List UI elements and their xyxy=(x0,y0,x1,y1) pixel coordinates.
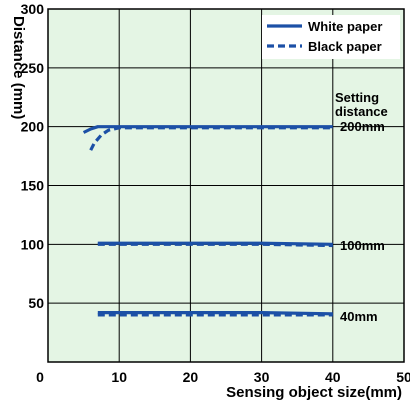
y-axis-title: Distance (mm) xyxy=(10,16,27,119)
data-series xyxy=(82,125,333,317)
x-tick-label: 50 xyxy=(396,369,410,385)
annotation-setting: Setting xyxy=(335,90,379,105)
y-tick-label: 250 xyxy=(21,60,45,76)
series-line-black-paper-100mm xyxy=(97,242,333,248)
annotation-40mm: 40mm xyxy=(340,309,378,324)
annotation-distance: distance xyxy=(335,104,388,119)
series-line-black-paper-200mm xyxy=(89,126,333,151)
y-tick-label: 300 xyxy=(21,1,45,17)
x-tick-label: 30 xyxy=(254,369,270,385)
y-tick-label: 200 xyxy=(21,119,45,135)
x-tick-label: 0 xyxy=(36,369,44,385)
y-tick-label: 100 xyxy=(21,236,45,252)
annotation-100mm: 100mm xyxy=(340,238,385,253)
legend: White paper Black paper xyxy=(262,15,400,59)
x-axis-ticks: 0 10 20 30 40 50 xyxy=(36,369,410,385)
series-line-white-paper-40mm xyxy=(97,311,333,316)
x-tick-label: 10 xyxy=(111,369,127,385)
legend-box xyxy=(262,15,400,59)
x-tick-label: 20 xyxy=(183,369,199,385)
y-tick-label: 50 xyxy=(28,295,44,311)
legend-label-white-paper: White paper xyxy=(308,19,382,34)
x-tick-label: 40 xyxy=(325,369,341,385)
y-tick-label: 150 xyxy=(21,178,45,194)
y-axis-ticks: 50 100 150 200 250 300 xyxy=(21,1,45,311)
annotation-200mm: 200mm xyxy=(340,119,385,134)
legend-label-black-paper: Black paper xyxy=(308,39,382,54)
x-axis-title: Sensing object size(mm) xyxy=(226,384,402,401)
